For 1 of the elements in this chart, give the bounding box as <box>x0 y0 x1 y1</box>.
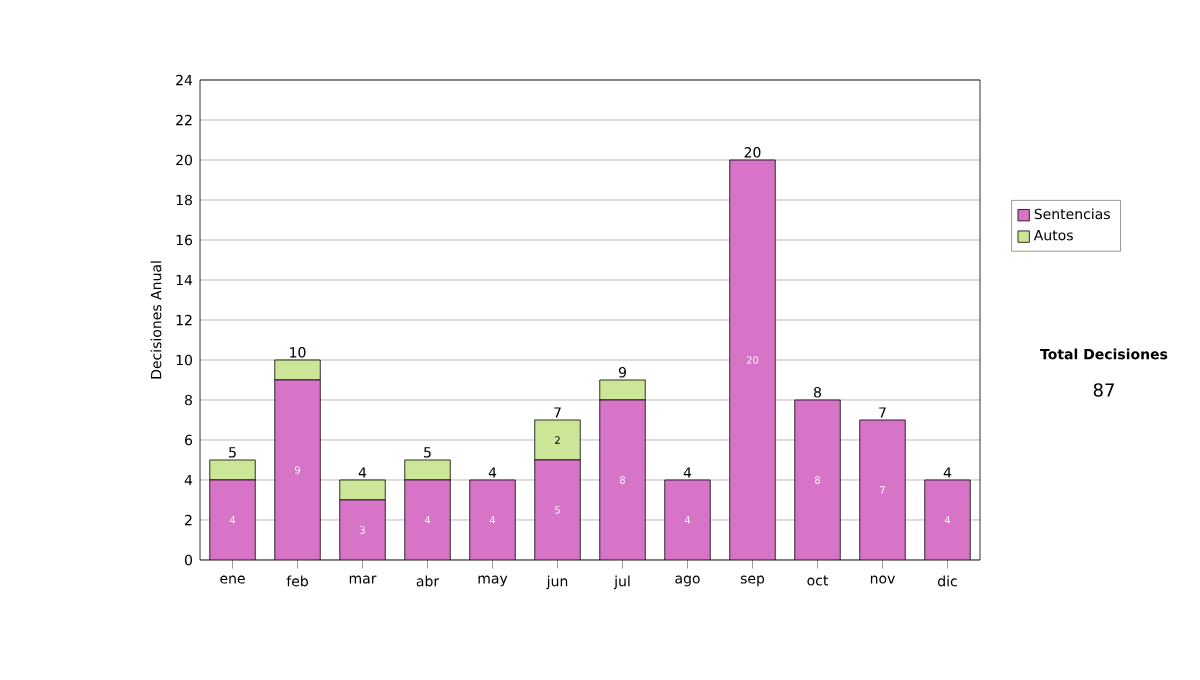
text: 87 <box>1093 383 1114 397</box>
